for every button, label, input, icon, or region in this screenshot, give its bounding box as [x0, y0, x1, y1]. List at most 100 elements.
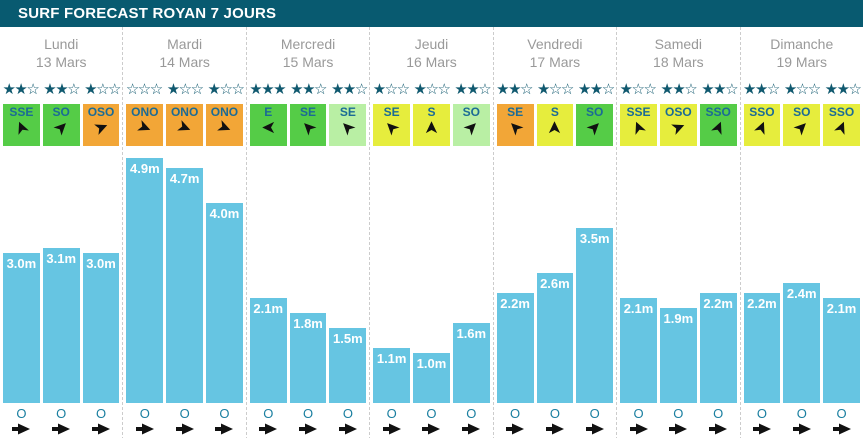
wind-cell: SSO	[743, 104, 781, 146]
day-header: Mardi 14 Mars	[123, 27, 245, 77]
wind-cell: SE	[329, 104, 367, 146]
day-header: Mercredi 15 Mars	[247, 27, 369, 77]
star-rating: ★★☆	[290, 81, 327, 98]
swell-direction-label: O	[263, 406, 274, 421]
wind-cell: ONO	[206, 104, 243, 146]
day-column-lundi: Lundi 13 Mars ★★☆ ★★☆ ★☆☆ SSE SO OSO 3.0m 3.1m 3.0…	[0, 27, 122, 438]
wind-arrow-icon	[631, 120, 646, 136]
swell-cell: O	[783, 406, 820, 438]
wind-direction-label: ONO	[210, 105, 239, 119]
swell-direction-label: O	[386, 406, 397, 421]
wind-direction-label: OSO	[664, 105, 692, 119]
wind-arrow-icon	[384, 120, 400, 136]
star-rating: ★★☆	[742, 81, 780, 98]
star-ratings-row: ★☆☆ ★★☆ ★★☆	[617, 77, 739, 101]
wave-height-label: 4.7m	[169, 171, 200, 186]
star-rating: ★☆☆	[166, 81, 204, 98]
wind-arrow-icon	[670, 120, 686, 136]
swell-arrow-icon	[744, 423, 781, 435]
wind-direction-label: SO	[793, 105, 811, 119]
wind-cell: S	[536, 104, 574, 146]
wave-height-label: 1.9m	[663, 311, 694, 326]
wind-arrow-icon	[710, 120, 726, 136]
swell-cell: O	[43, 406, 80, 438]
wind-arrow-icon	[137, 120, 152, 135]
swell-arrow-icon	[620, 423, 657, 435]
wind-direction-label: SSE	[9, 105, 34, 119]
wave-height-bar: 2.2m	[699, 293, 737, 403]
wind-direction-label: SO	[462, 105, 480, 119]
swell-cell: O	[537, 406, 574, 438]
swell-arrow-icon	[576, 423, 613, 435]
wind-direction-label: SE	[339, 105, 356, 119]
wind-row: SE S SO	[494, 101, 616, 148]
star-ratings-row: ★★☆ ★★☆ ★☆☆	[0, 77, 122, 101]
swell-direction-label: O	[756, 406, 767, 421]
wave-height-bars: 2.1m 1.9m 2.2m	[617, 148, 739, 403]
swell-cell: O	[3, 406, 40, 438]
swell-direction-label: O	[466, 406, 477, 421]
wave-height-bar: 3.0m	[82, 253, 120, 403]
wind-direction-label: SSO	[705, 105, 731, 119]
wave-height-label: 4.9m	[130, 161, 160, 176]
wind-cell: SO	[783, 104, 821, 146]
wave-height-bar: 3.5m	[576, 228, 614, 403]
wind-row: SSE OSO SSO	[617, 101, 739, 148]
star-rating: ★☆☆	[536, 81, 574, 98]
wave-height-bar: 1.5m	[329, 328, 367, 403]
wind-direction-label: SE	[507, 105, 524, 119]
swell-arrow-icon	[166, 423, 203, 435]
wind-arrow-icon	[340, 120, 356, 136]
star-rating: ★☆☆	[783, 81, 821, 98]
star-ratings-row: ★★☆ ★☆☆ ★★☆	[741, 77, 863, 101]
wind-arrow-icon	[547, 120, 562, 135]
wind-direction-label: SO	[586, 105, 604, 119]
swell-arrow-icon	[43, 423, 80, 435]
swell-cell: O	[700, 406, 737, 438]
wave-height-label: 3.1m	[46, 251, 77, 266]
swell-arrow-icon	[783, 423, 820, 435]
swell-cell: O	[250, 406, 287, 438]
star-rating: ★★☆	[43, 81, 80, 98]
swell-arrow-icon	[537, 423, 574, 435]
wind-cell: SSE	[620, 104, 657, 146]
day-date: 18 Mars	[653, 54, 704, 71]
day-header: Lundi 13 Mars	[0, 27, 122, 77]
swell-direction-label: O	[56, 406, 67, 421]
wind-cell: OSO	[659, 104, 697, 146]
wave-height-label: 2.4m	[786, 286, 817, 301]
star-rating: ★★☆	[330, 81, 368, 98]
wind-direction-label: SE	[300, 105, 317, 119]
swell-cell: O	[620, 406, 657, 438]
wave-height-label: 2.2m	[500, 296, 530, 311]
swell-arrow-icon	[126, 423, 163, 435]
wave-height-bars: 2.2m 2.6m 3.5m	[494, 148, 616, 403]
day-date: 15 Mars	[282, 54, 334, 71]
swell-cell: O	[206, 406, 243, 438]
wind-cell: E	[249, 104, 287, 146]
wave-height-label: 1.5m	[333, 331, 363, 346]
wave-height-label: 1.6m	[456, 326, 487, 341]
swell-direction-label: O	[139, 406, 150, 421]
wave-height-bar: 4.9m	[126, 158, 164, 403]
star-rating: ☆☆☆	[125, 81, 163, 98]
star-rating: ★☆☆	[619, 81, 657, 98]
day-name: Dimanche	[770, 36, 834, 52]
day-column-mardi: Mardi 14 Mars ☆☆☆ ★☆☆ ★☆☆ ONO ONO ONO 4.9m 4.7m 4.…	[122, 27, 245, 438]
swell-direction-label: O	[510, 406, 521, 421]
wave-height-bar: 2.4m	[783, 283, 821, 403]
star-rating: ★★★	[249, 81, 286, 98]
wind-arrow-icon	[93, 120, 109, 136]
wind-direction-label: SSE	[626, 105, 651, 119]
star-rating: ★★☆	[577, 81, 615, 98]
wind-arrow-icon	[793, 120, 809, 136]
swell-cell: O	[823, 406, 860, 438]
swell-cell: O	[453, 406, 490, 438]
swell-cell: O	[329, 406, 366, 438]
swell-arrow-icon	[823, 423, 860, 435]
wind-direction-label: OSO	[87, 105, 115, 119]
